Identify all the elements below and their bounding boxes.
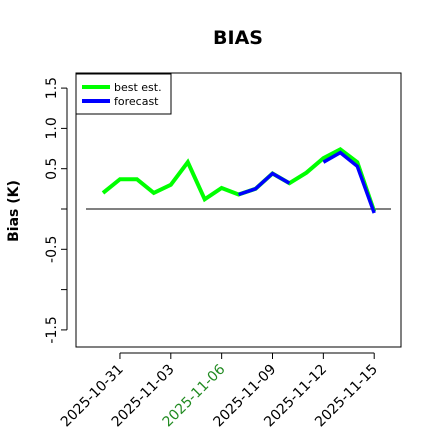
series-line-forecast (238, 171, 291, 197)
y-tick-label: 1.5 (44, 77, 60, 99)
x-axis: 2025-10-312025-11-032025-11-062025-11-09… (58, 352, 381, 430)
y-tick-label: -1.5 (44, 316, 60, 343)
chart-title: BIAS (213, 27, 263, 49)
y-tick-label: 0.5 (44, 158, 60, 180)
y-tick-label: -0.5 (44, 236, 60, 263)
y-axis: -1.5 -0.5 0.5 1.0 1.5 (44, 77, 68, 344)
legend-label-best-est: best est. (114, 81, 162, 94)
legend-label-forecast: forecast (114, 95, 159, 108)
series-layer (101, 147, 377, 214)
series-line-best-est (101, 147, 377, 213)
y-tick-label: 1.0 (44, 117, 60, 139)
plot-frame (75, 72, 402, 348)
series-line-forecast (322, 150, 376, 214)
legend-box (75, 73, 172, 115)
legend: best est. forecast (75, 73, 172, 115)
y-axis-label: Bias (K) (6, 180, 22, 242)
